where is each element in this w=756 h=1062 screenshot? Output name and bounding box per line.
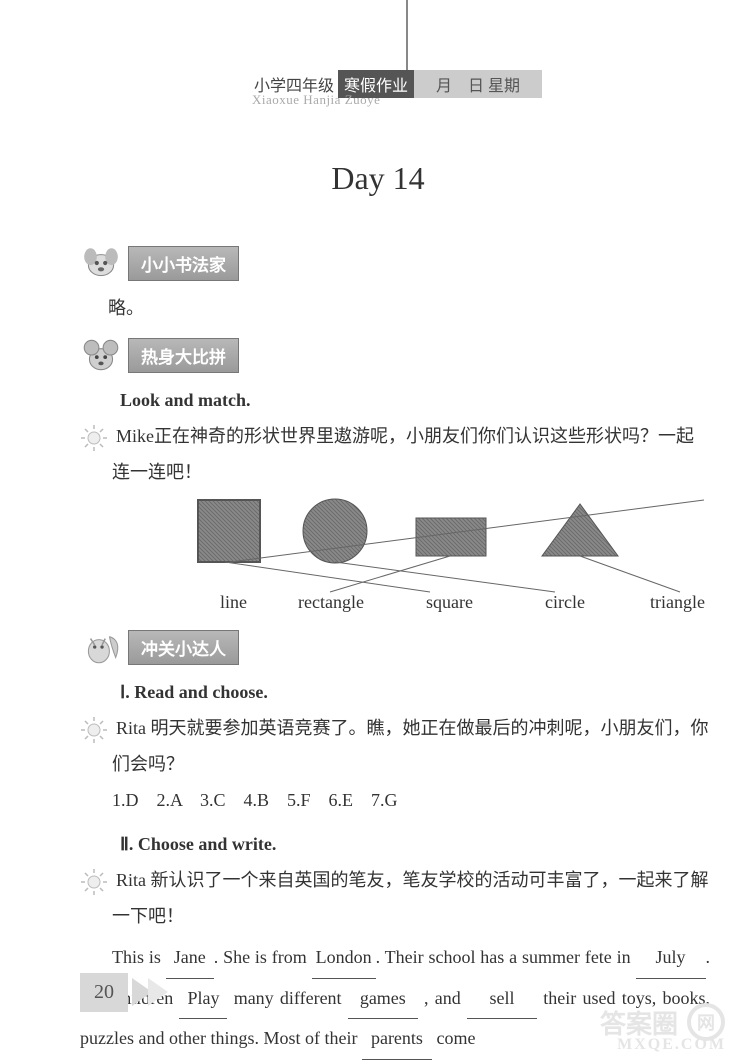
page-title: Day 14 — [0, 160, 756, 197]
label-square: square — [426, 592, 473, 613]
label-rectangle: rectangle — [298, 592, 364, 613]
watermark-text: 答案圈 — [600, 1004, 678, 1041]
part1-instruction: Rita 明天就要参加英语竞赛了。瞧，她正在做最后的冲刺呢，小朋友们，你们会吗？ — [112, 718, 709, 774]
blank-2: London — [312, 938, 376, 979]
shapes-match-area: line rectangle square circle triangle — [80, 496, 710, 616]
fill-t8: come — [432, 1028, 475, 1048]
fill-t5: many different — [227, 988, 347, 1008]
part2-instruction-block: Rita 新认识了一个来自英国的笔友，笔友学校的活动可丰富了，一起来了解一下吧！ — [80, 862, 710, 934]
part1-subtitle: Ⅰ. Read and choose. — [120, 674, 710, 710]
section-pill: 小小书法家 — [128, 246, 239, 281]
blank-3: July — [636, 938, 706, 979]
blank-6: sell — [467, 979, 537, 1020]
section-challenge-head: 冲关小达人 — [80, 626, 710, 668]
date-field: 月 日 星期 — [414, 70, 542, 98]
part2-subtitle: Ⅱ. Choose and write. — [120, 826, 710, 862]
section-warmup-head: 热身大比拼 — [80, 334, 710, 376]
section-pill: 热身大比拼 — [128, 338, 239, 373]
page-footer: 20 — [80, 972, 188, 1012]
page-number: 20 — [80, 973, 128, 1012]
svg-text:网: 网 — [697, 1013, 715, 1033]
main-content: 小小书法家 略。 热身大比拼 Look and match. Mike正在神奇的… — [80, 242, 710, 1060]
section-calligraphy-head: 小小书法家 — [80, 242, 710, 284]
warmup-subtitle: Look and match. — [120, 382, 710, 418]
shapes-svg — [80, 496, 720, 616]
label-circle: circle — [545, 592, 585, 613]
watermark-url: MXQE.COM — [617, 1036, 726, 1054]
sun-icon — [80, 716, 108, 744]
section-pill: 冲关小达人 — [128, 630, 239, 665]
part1-answers: 1.D 2.A 3.C 4.B 5.F 6.E 7.G — [112, 786, 710, 812]
label-triangle: triangle — [650, 592, 705, 613]
part1-instruction-block: Rita 明天就要参加英语竞赛了。瞧，她正在做最后的冲刺呢，小朋友们，你们会吗？ — [80, 710, 710, 782]
warmup-instruction: Mike正在神奇的形状世界里遨游呢，小朋友们你们认识这些形状吗？一起连一连吧！ — [112, 426, 694, 482]
blank-7: parents — [362, 1019, 432, 1060]
fill-t3: . Their school has a summer fete in — [376, 947, 636, 967]
section1-body: 略。 — [80, 290, 710, 326]
label-line: line — [220, 592, 247, 613]
blank-5: games — [348, 979, 418, 1020]
header-divider — [406, 0, 408, 70]
fill-t2: . She is from — [214, 947, 312, 967]
header-pinyin: Xiaoxue Hanjia Zuoye — [252, 92, 380, 108]
squirrel-icon — [80, 626, 122, 668]
dog-icon — [80, 242, 122, 284]
fill-t1: This is — [112, 947, 166, 967]
sun-icon — [80, 868, 108, 896]
fill-t6: , and — [418, 988, 467, 1008]
mouse-icon — [80, 334, 122, 376]
part2-instruction: Rita 新认识了一个来自英国的笔友，笔友学校的活动可丰富了，一起来了解一下吧！ — [112, 870, 709, 926]
sun-icon — [80, 424, 108, 452]
chevron-right-icon — [128, 972, 188, 1012]
warmup-exercise: Mike正在神奇的形状世界里遨游呢，小朋友们你们认识这些形状吗？一起连一连吧！ — [80, 418, 710, 490]
